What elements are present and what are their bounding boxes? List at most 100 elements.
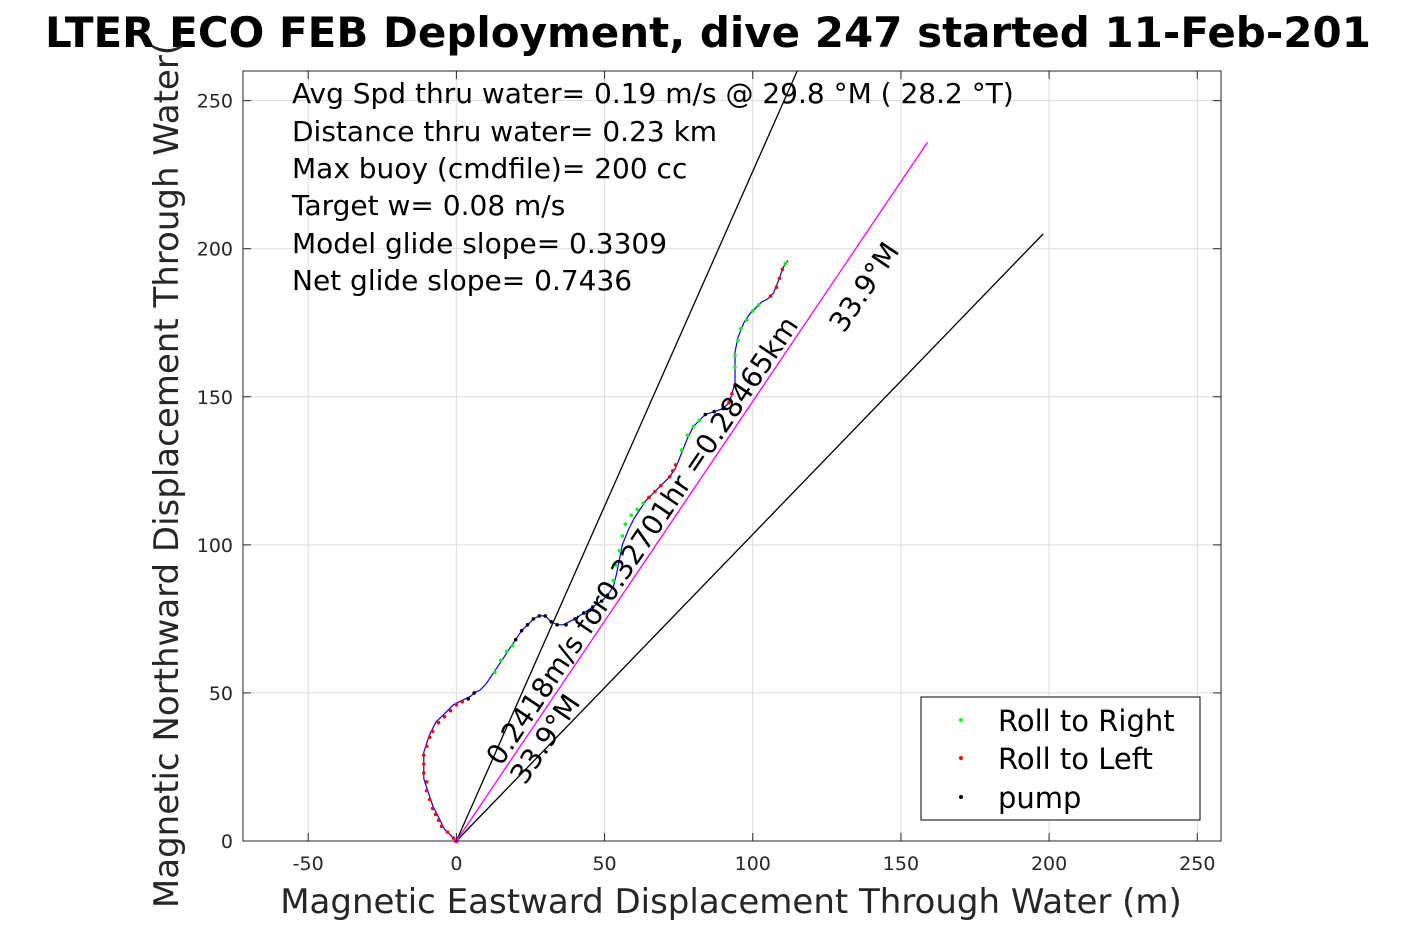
legend-label-roll-left: Roll to Left	[998, 742, 1153, 776]
roll-right-point	[750, 309, 755, 313]
pump-point	[582, 611, 586, 615]
roll-left-point	[653, 489, 657, 494]
pump-point	[472, 691, 476, 695]
legend-box	[920, 696, 1201, 821]
roll-right-point	[623, 522, 628, 526]
roll-left-point	[424, 788, 429, 793]
track-line	[423, 260, 789, 842]
pump-point	[555, 623, 559, 627]
y-tick-label: 250	[197, 91, 233, 113]
roll-right-point	[685, 433, 690, 438]
roll-left-point	[768, 294, 773, 298]
roll-left-point	[730, 392, 734, 396]
legend-marker-roll-left	[959, 756, 963, 760]
pump-point	[525, 623, 530, 627]
roll-left-point	[427, 735, 432, 740]
grid	[243, 71, 1221, 842]
y-tick-label: 150	[197, 387, 233, 409]
y-tick-label: 50	[209, 683, 233, 705]
roll-left-point	[659, 483, 663, 488]
heading-annotation-high: 33.9°M	[822, 236, 906, 338]
roll-right-point	[504, 649, 509, 654]
pump-point	[573, 617, 577, 621]
roll-right-point	[617, 548, 622, 553]
roll-right-point	[614, 563, 619, 568]
x-tick-label: 0	[450, 853, 462, 875]
roll-left-point	[442, 714, 447, 719]
roll-right-point	[733, 353, 737, 358]
legend-label-roll-right: Roll to Right	[998, 704, 1175, 738]
x-axis-label: Magnetic Eastward Displacement Through W…	[280, 882, 1182, 922]
roll-right-point	[635, 507, 639, 512]
roll-left-point	[424, 779, 429, 784]
roll-right-point	[739, 326, 743, 331]
x-tick-label: 100	[735, 853, 771, 875]
roll-right-point	[736, 338, 740, 343]
roll-left-point	[733, 383, 737, 387]
roll-right-point	[783, 261, 788, 266]
plot-area-frame	[242, 70, 1222, 842]
legend-marker-pump	[959, 795, 963, 799]
roll-left-point	[673, 463, 678, 467]
ticks: -50 0 50 100 150 200 250 0 50 100 150 200 250	[197, 71, 1221, 875]
x-tick-label: 50	[592, 853, 616, 875]
roll-right-point	[510, 643, 515, 648]
x-tick-label: 250	[1179, 853, 1215, 875]
stat-target-w: Target w= 0.08 m/s	[291, 189, 565, 222]
reference-lines	[455, 70, 1044, 842]
roll-left-point	[421, 762, 426, 766]
roll-left-point	[727, 400, 731, 405]
roll-right-point	[620, 534, 625, 538]
roll-left-point	[670, 469, 675, 473]
pump-point	[605, 593, 610, 597]
pump-point	[537, 614, 542, 618]
legend: Roll to Right Roll to Left pump	[920, 696, 1201, 821]
heading-line-steep	[455, 70, 798, 842]
pump-point	[599, 599, 604, 603]
heading-line-shallow	[455, 233, 1044, 842]
roll-right-point	[611, 578, 616, 583]
y-tick-label: 200	[197, 239, 233, 261]
x-tick-label: -50	[293, 853, 324, 875]
y-axis-label: Magnetic Northward Displacement Through …	[147, 42, 187, 908]
roll-right-point	[641, 501, 645, 506]
stat-max-buoy: Max buoy (cmdfile)= 200 cc	[292, 152, 687, 185]
stat-model-glide-slope: Model glide slope= 0.3309	[292, 227, 667, 260]
pump-point	[531, 617, 536, 621]
pump-point	[543, 614, 548, 618]
roll-right-point	[756, 303, 761, 307]
x-tick-label: 150	[883, 853, 919, 875]
roll-left-point	[451, 836, 456, 840]
stat-distance: Distance thru water= 0.23 km	[292, 115, 717, 148]
track-points	[421, 261, 788, 844]
track	[423, 260, 789, 842]
roll-left-point	[777, 276, 782, 281]
roll-left-point	[430, 729, 435, 734]
roll-right-point	[691, 424, 696, 429]
roll-right-point	[679, 448, 684, 452]
roll-left-point	[421, 771, 426, 775]
pump-point	[712, 409, 717, 414]
roll-left-point	[439, 824, 444, 828]
roll-right-point	[493, 670, 497, 674]
pump-point	[513, 637, 518, 642]
roll-right-point	[629, 513, 634, 518]
stat-avg-speed: Avg Spd thru water= 0.19 m/s @ 29.8 °M (…	[292, 77, 1014, 110]
roll-left-point	[436, 818, 441, 823]
pump-point	[590, 605, 595, 609]
roll-left-point	[445, 830, 450, 834]
stat-net-glide-slope: Net glide slope= 0.7436	[292, 264, 632, 297]
roll-left-point	[460, 700, 465, 704]
pump-point	[519, 628, 524, 633]
chart-title: LTER ECO FEB Deployment, dive 247 starte…	[45, 8, 1371, 57]
y-tick-label: 0	[221, 831, 233, 853]
stats-block: Avg Spd thru water= 0.19 m/s @ 29.8 °M (…	[291, 77, 1014, 297]
legend-label-pump: pump	[998, 781, 1081, 815]
roll-left-point	[448, 708, 453, 713]
pump-point	[549, 620, 554, 624]
roll-left-point	[427, 797, 432, 802]
roll-left-point	[430, 806, 435, 811]
roll-left-point	[780, 267, 785, 272]
pump-point	[721, 406, 725, 411]
